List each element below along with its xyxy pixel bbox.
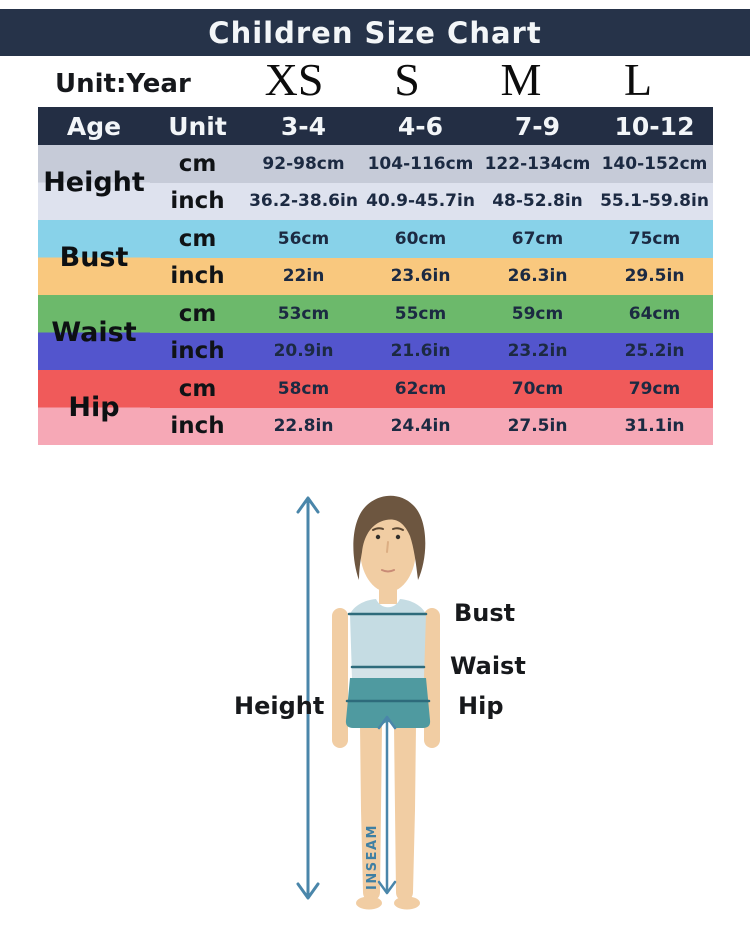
value-cell: 40.9-45.7in xyxy=(362,182,479,220)
table-row: Height cm 92-98cm 104-116cm 122-134cm 14… xyxy=(38,145,713,220)
left-foot-shape xyxy=(356,896,382,910)
size-chart-table: Age Unit 3-4 4-6 7-9 10-12 Height cm 92-… xyxy=(38,107,713,445)
row-label-hip: Hip xyxy=(38,370,150,445)
value-cell: 140-152cm xyxy=(596,145,713,183)
diagram-hip-label: Hip xyxy=(458,692,504,720)
value-cell: 25.2in xyxy=(596,332,713,370)
row-label-bust: Bust xyxy=(38,220,150,295)
value-cell: 23.2in xyxy=(479,332,596,370)
right-eye xyxy=(395,534,401,540)
unit-cell: cm xyxy=(150,220,245,258)
left-eye xyxy=(375,534,381,540)
diagram-waist-label: Waist xyxy=(450,652,526,680)
value-cell: 56cm xyxy=(245,220,362,258)
unit-cell: cm xyxy=(150,295,245,333)
value-cell: 26.3in xyxy=(479,257,596,295)
size-letter-l: L xyxy=(623,54,653,105)
value-cell: 22in xyxy=(245,257,362,295)
value-cell: 36.2-38.6in xyxy=(245,182,362,220)
size-letter-m: M xyxy=(500,54,542,105)
value-cell: 23.6in xyxy=(362,257,479,295)
table-row: inch 22in 23.6in 26.3in 29.5in xyxy=(38,257,713,295)
diagram-bust-label: Bust xyxy=(454,599,516,627)
page-title: Children Size Chart xyxy=(208,15,542,50)
col-header-10-12: 10-12 xyxy=(596,107,713,145)
table-row: inch 22.8in 24.4in 27.5in 31.1in xyxy=(38,407,713,445)
nose xyxy=(386,541,389,553)
value-cell: 59cm xyxy=(479,295,596,333)
height-arrow xyxy=(296,496,320,900)
title-bar: Children Size Chart xyxy=(0,9,750,56)
value-cell: 31.1in xyxy=(596,407,713,445)
inseam-arrow xyxy=(377,715,397,895)
value-cell: 67cm xyxy=(479,220,596,258)
value-cell: 62cm xyxy=(362,370,479,408)
value-cell: 75cm xyxy=(596,220,713,258)
value-cell: 122-134cm xyxy=(479,145,596,183)
unit-cell: cm xyxy=(150,145,245,183)
table-row: Bust cm 56cm 60cm 67cm 75cm xyxy=(38,220,713,295)
tank-top-shape xyxy=(350,599,426,678)
value-cell: 70cm xyxy=(479,370,596,408)
diagram-inseam-label: INSEAM xyxy=(365,824,380,890)
table-row: Waist cm 53cm 55cm 59cm 64cm xyxy=(38,295,713,370)
size-letter-xs: XS xyxy=(264,54,324,105)
tank-hem-shape xyxy=(352,668,424,678)
value-cell: 58cm xyxy=(245,370,362,408)
diagram-height-label: Height xyxy=(234,692,325,720)
col-header-3-4: 3-4 xyxy=(245,107,362,145)
row-label-height: Height xyxy=(38,145,150,220)
value-cell: 21.6in xyxy=(362,332,479,370)
value-cell: 53cm xyxy=(245,295,362,333)
value-cell: 60cm xyxy=(362,220,479,258)
left-leg-shape xyxy=(360,726,382,900)
unit-year-note: Unit:Year xyxy=(55,69,191,99)
table-row: Hip cm 58cm 62cm 70cm 79cm xyxy=(38,370,713,445)
col-header-7-9: 7-9 xyxy=(479,107,596,145)
table-row: inch 36.2-38.6in 40.9-45.7in 48-52.8in 5… xyxy=(38,182,713,220)
value-cell: 24.4in xyxy=(362,407,479,445)
unit-cell: cm xyxy=(150,370,245,408)
row-label-waist: Waist xyxy=(38,295,150,370)
left-arm-shape xyxy=(332,608,348,748)
value-cell: 29.5in xyxy=(596,257,713,295)
col-header-age: Age xyxy=(38,107,150,145)
value-cell: 55cm xyxy=(362,295,479,333)
hair-shape xyxy=(353,495,426,580)
value-cell: 20.9in xyxy=(245,332,362,370)
value-cell: 92-98cm xyxy=(245,145,362,183)
value-cell: 22.8in xyxy=(245,407,362,445)
right-leg-shape xyxy=(394,726,416,900)
mouth xyxy=(381,569,395,573)
face-features xyxy=(372,527,404,573)
size-letter-s: S xyxy=(394,54,420,105)
value-cell: 104-116cm xyxy=(362,145,479,183)
table-row: inch 20.9in 21.6in 23.2in 25.2in xyxy=(38,332,713,370)
value-cell: 64cm xyxy=(596,295,713,333)
col-header-4-6: 4-6 xyxy=(362,107,479,145)
table-header-row: Age Unit 3-4 4-6 7-9 10-12 xyxy=(38,107,713,145)
shorts-shape xyxy=(345,678,431,728)
left-eyebrow xyxy=(372,527,384,531)
right-foot-shape xyxy=(394,896,420,910)
value-cell: 79cm xyxy=(596,370,713,408)
col-header-unit: Unit xyxy=(150,107,245,145)
measure-lines xyxy=(345,612,431,703)
value-cell: 27.5in xyxy=(479,407,596,445)
unit-cell: inch xyxy=(150,332,245,370)
value-cell: 48-52.8in xyxy=(479,182,596,220)
boy-measurement-illustration xyxy=(296,495,440,910)
value-cell: 55.1-59.8in xyxy=(596,182,713,220)
unit-cell: inch xyxy=(150,407,245,445)
unit-cell: inch xyxy=(150,257,245,295)
unit-cell: inch xyxy=(150,182,245,220)
right-eyebrow xyxy=(392,527,404,531)
